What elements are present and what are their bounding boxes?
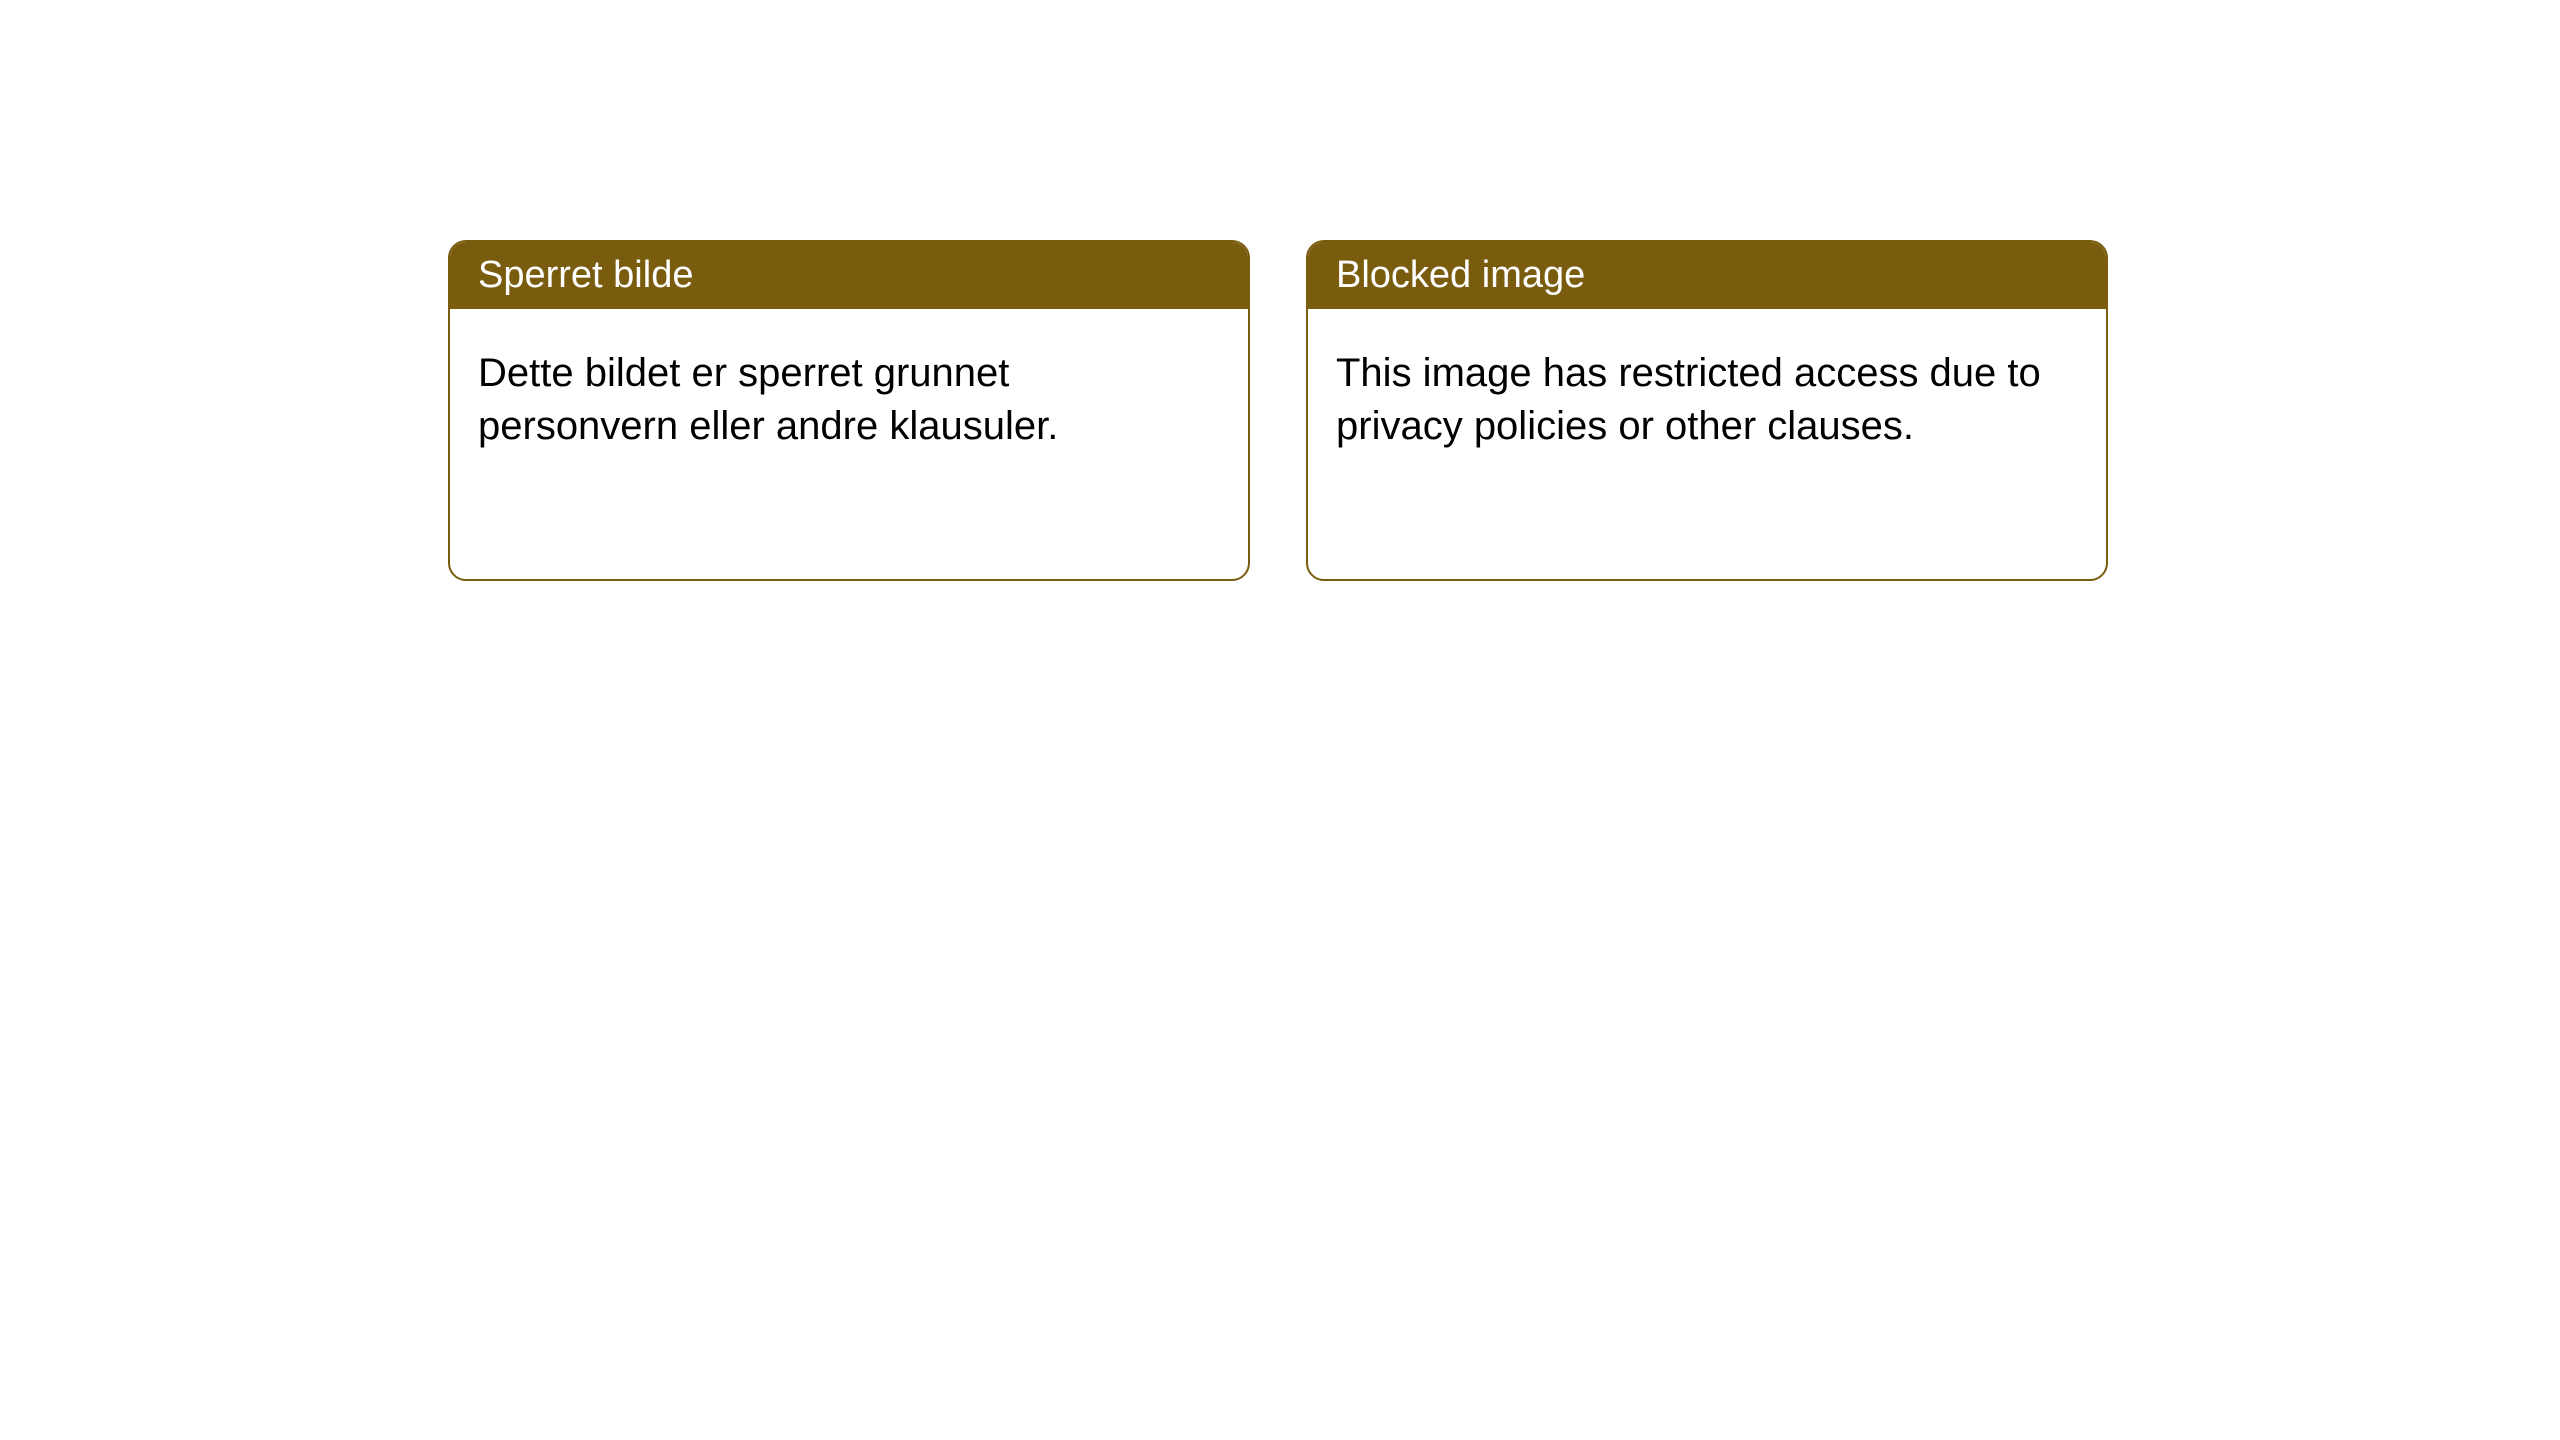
notice-card-english: Blocked image This image has restricted … <box>1306 240 2108 581</box>
notice-header: Sperret bilde <box>450 242 1248 309</box>
notice-message: This image has restricted access due to … <box>1336 351 2041 448</box>
notice-title: Sperret bilde <box>478 254 693 296</box>
notice-container: Sperret bilde Dette bildet er sperret gr… <box>0 0 2560 581</box>
notice-body: This image has restricted access due to … <box>1308 309 2106 579</box>
notice-body: Dette bildet er sperret grunnet personve… <box>450 309 1248 579</box>
notice-message: Dette bildet er sperret grunnet personve… <box>478 351 1058 448</box>
notice-title: Blocked image <box>1336 254 1585 296</box>
notice-header: Blocked image <box>1308 242 2106 309</box>
notice-card-norwegian: Sperret bilde Dette bildet er sperret gr… <box>448 240 1250 581</box>
